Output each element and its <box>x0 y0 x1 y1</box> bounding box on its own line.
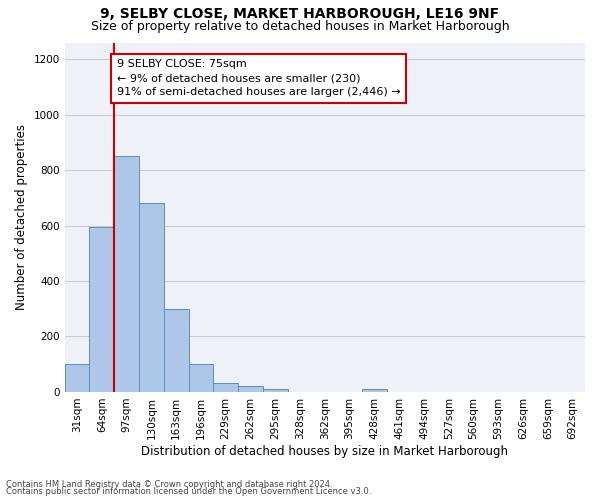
Bar <box>362 388 387 392</box>
Bar <box>188 364 214 392</box>
Text: 9 SELBY CLOSE: 75sqm
← 9% of detached houses are smaller (230)
91% of semi-detac: 9 SELBY CLOSE: 75sqm ← 9% of detached ho… <box>117 59 400 97</box>
Bar <box>65 364 89 392</box>
Bar <box>139 204 164 392</box>
Bar <box>89 227 114 392</box>
Bar <box>263 389 287 392</box>
Text: 9, SELBY CLOSE, MARKET HARBOROUGH, LE16 9NF: 9, SELBY CLOSE, MARKET HARBOROUGH, LE16 … <box>100 8 500 22</box>
Text: Contains public sector information licensed under the Open Government Licence v3: Contains public sector information licen… <box>6 488 371 496</box>
Text: Contains HM Land Registry data © Crown copyright and database right 2024.: Contains HM Land Registry data © Crown c… <box>6 480 332 489</box>
Bar <box>114 156 139 392</box>
X-axis label: Distribution of detached houses by size in Market Harborough: Distribution of detached houses by size … <box>142 444 508 458</box>
Bar <box>238 386 263 392</box>
Bar <box>164 309 188 392</box>
Text: Size of property relative to detached houses in Market Harborough: Size of property relative to detached ho… <box>91 20 509 33</box>
Bar <box>214 383 238 392</box>
Y-axis label: Number of detached properties: Number of detached properties <box>15 124 28 310</box>
